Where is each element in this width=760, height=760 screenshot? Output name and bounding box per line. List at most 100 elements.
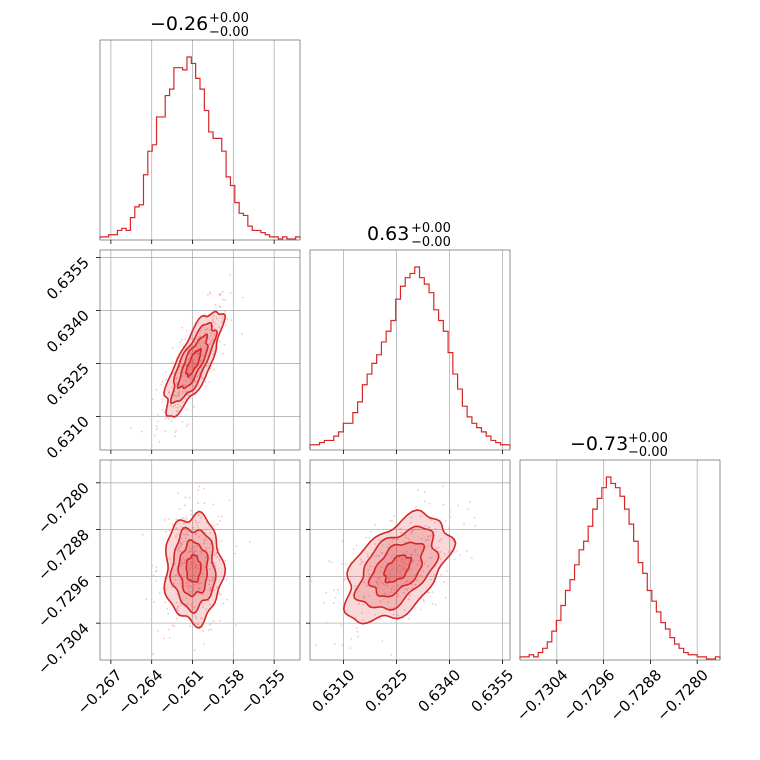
sample-point bbox=[459, 554, 462, 557]
sample-point bbox=[442, 503, 445, 506]
title-param-2-minus: −0.00 bbox=[628, 445, 668, 460]
sample-point bbox=[155, 579, 158, 582]
sample-point bbox=[153, 434, 156, 437]
sample-point bbox=[221, 515, 223, 518]
title-param-0: −0.26 bbox=[150, 13, 208, 35]
sample-point bbox=[172, 582, 175, 585]
sample-point bbox=[408, 618, 410, 620]
sample-point bbox=[355, 627, 358, 629]
sample-point bbox=[434, 528, 437, 530]
sample-point bbox=[202, 606, 204, 609]
sample-point bbox=[362, 595, 365, 597]
x-tick-label-p0-2: −0.261 bbox=[155, 666, 207, 718]
sample-point bbox=[200, 552, 203, 554]
sample-point bbox=[224, 299, 227, 301]
sample-point bbox=[439, 558, 442, 560]
sample-point bbox=[192, 546, 195, 548]
sample-point bbox=[178, 507, 181, 510]
sample-point bbox=[403, 609, 406, 611]
sample-point bbox=[173, 625, 176, 628]
sample-point bbox=[173, 394, 176, 397]
sample-point bbox=[218, 548, 221, 551]
sample-point bbox=[153, 601, 155, 603]
sample-point bbox=[381, 544, 384, 547]
sample-point bbox=[197, 582, 200, 585]
sample-point bbox=[168, 636, 171, 639]
sample-point bbox=[168, 391, 171, 394]
sample-point bbox=[181, 326, 184, 329]
sample-point bbox=[416, 563, 419, 566]
sample-point bbox=[185, 458, 187, 460]
sample-point bbox=[203, 543, 206, 545]
sample-point bbox=[392, 613, 395, 616]
sample-point bbox=[158, 440, 161, 443]
sample-point bbox=[200, 359, 202, 361]
sample-point bbox=[186, 603, 189, 606]
sample-point bbox=[189, 379, 192, 381]
sample-point bbox=[186, 530, 189, 533]
sample-point bbox=[193, 574, 196, 577]
sample-point bbox=[419, 515, 422, 517]
sample-point bbox=[398, 564, 401, 567]
sample-point bbox=[168, 518, 170, 520]
sample-point bbox=[378, 577, 381, 580]
sample-point bbox=[188, 371, 190, 374]
sample-point bbox=[423, 562, 426, 565]
sample-point bbox=[195, 566, 198, 569]
sample-point bbox=[212, 577, 215, 579]
sample-point bbox=[175, 518, 178, 521]
sample-point bbox=[210, 579, 213, 582]
sample-point bbox=[248, 541, 251, 543]
sample-point bbox=[192, 385, 195, 388]
sample-point bbox=[193, 563, 196, 565]
sample-point bbox=[379, 576, 382, 578]
contour-level-3 bbox=[169, 526, 217, 615]
sample-point bbox=[213, 333, 216, 336]
sample-point bbox=[161, 400, 164, 403]
sample-point bbox=[186, 582, 189, 585]
sample-point bbox=[191, 364, 194, 367]
sample-point bbox=[213, 562, 216, 565]
sample-point bbox=[192, 345, 194, 347]
sample-point bbox=[361, 611, 363, 614]
sample-point bbox=[194, 615, 197, 618]
sample-point bbox=[420, 538, 423, 540]
sample-point bbox=[375, 554, 377, 557]
sample-point bbox=[366, 584, 369, 587]
sample-point bbox=[411, 531, 413, 533]
sample-point bbox=[386, 562, 389, 564]
sample-point bbox=[409, 580, 412, 583]
sample-point bbox=[386, 585, 389, 587]
sample-point bbox=[221, 290, 224, 293]
sample-point bbox=[155, 388, 158, 391]
sample-point bbox=[210, 628, 213, 631]
sample-point bbox=[374, 543, 377, 545]
sample-point bbox=[354, 585, 356, 588]
sample-point bbox=[442, 485, 445, 488]
sample-point bbox=[222, 298, 225, 301]
sample-point bbox=[209, 543, 212, 545]
title-param-1-plus: +0.00 bbox=[411, 221, 451, 236]
sample-point bbox=[438, 540, 441, 542]
sample-point bbox=[447, 527, 450, 529]
sample-point bbox=[404, 536, 407, 539]
title-param-1: 0.63 bbox=[367, 223, 409, 245]
sample-point bbox=[397, 592, 399, 595]
sample-point bbox=[380, 551, 383, 554]
sample-point bbox=[379, 571, 382, 573]
sample-point bbox=[406, 551, 409, 553]
sample-point bbox=[196, 623, 199, 626]
sample-point bbox=[176, 533, 179, 536]
panel-frame-r0-c0 bbox=[99, 39, 301, 241]
title-param-0-plus: +0.00 bbox=[209, 11, 249, 26]
sample-point bbox=[190, 603, 193, 606]
panel-frame-r2-c0 bbox=[99, 459, 301, 661]
sample-point bbox=[417, 489, 420, 491]
sample-point bbox=[365, 536, 367, 539]
sample-point bbox=[218, 559, 221, 561]
sample-point bbox=[221, 317, 224, 320]
sample-point bbox=[377, 577, 379, 580]
sample-point bbox=[175, 527, 178, 529]
sample-point bbox=[192, 359, 194, 362]
sample-point bbox=[185, 518, 188, 521]
